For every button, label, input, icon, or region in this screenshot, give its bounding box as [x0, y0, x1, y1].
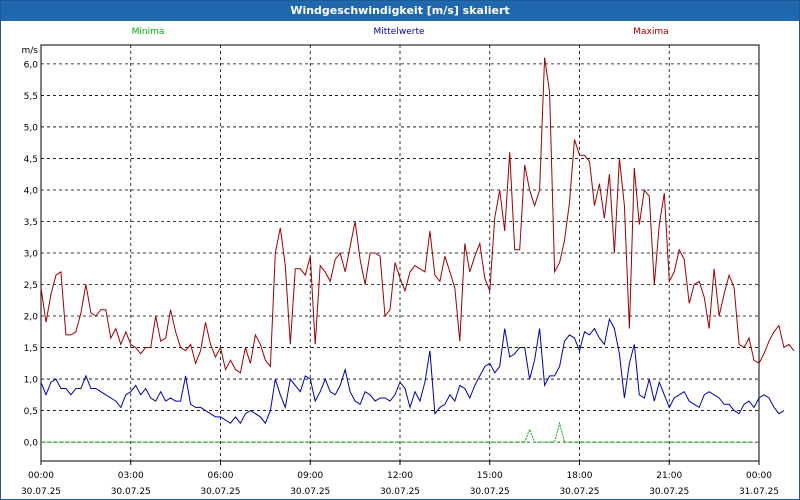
y-tick-label: 0,5 — [24, 407, 38, 417]
tick-labels: 0,0 0,5 1,0 1,5 2,0 2,5 3,0 3,5 4,0 4,5 5,0 5,5 6,0 m… — [21, 46, 779, 497]
x-tick-date: 30.07.25 — [649, 487, 689, 497]
x-tick-date: 30.07.25 — [380, 487, 420, 497]
y-tick-label: 5,0 — [24, 123, 39, 133]
x-tick-date: 30.07.25 — [21, 487, 61, 497]
x-tick-time: 03:00 — [118, 471, 144, 481]
x-tick-date: 30.07.25 — [470, 487, 510, 497]
x-tick-time: 12:00 — [387, 471, 413, 481]
series-line-minima — [41, 421, 754, 443]
legend-entry-maxima: Maxima — [633, 27, 668, 37]
y-tick-label: 2,0 — [24, 313, 39, 323]
grid-lines — [41, 45, 759, 461]
x-tick-date: 30.07.25 — [111, 487, 151, 497]
series-lines — [40, 57, 795, 443]
x-tick-time: 00:00 — [746, 471, 772, 481]
y-tick-label: 4,0 — [24, 186, 39, 196]
y-tick-label: 0,0 — [24, 439, 39, 449]
x-tick-time: 21:00 — [656, 471, 682, 481]
wind-speed-chart: 0,0 0,5 1,0 1,5 2,0 2,5 3,0 3,5 4,0 4,5 5,0 5,5 6,0 m… — [21, 27, 795, 497]
y-tick-label: 1,5 — [24, 344, 38, 354]
window-title: Windgeschwindigkeit [m/s] skaliert — [1, 1, 799, 21]
x-tick-time: 15:00 — [477, 471, 503, 481]
series-line-mittelwerte — [40, 317, 785, 425]
y-tick-label: 3,0 — [24, 250, 39, 260]
y-tick-label: 3,5 — [24, 218, 38, 228]
x-tick-date: 30.07.25 — [290, 487, 330, 497]
legend-entry-mittelwerte: Mittelwerte — [373, 27, 424, 37]
series-line-maxima — [40, 57, 795, 374]
legend: Minima Mittelwerte Maxima — [132, 27, 669, 37]
axes — [40, 44, 760, 465]
y-tick-label: 4,5 — [24, 155, 38, 165]
y-axis-label: m/s — [22, 46, 39, 56]
y-tick-label: 6,0 — [24, 60, 39, 70]
x-tick-date: 30.07.25 — [559, 487, 599, 497]
y-tick-label: 2,5 — [24, 281, 38, 291]
x-tick-time: 18:00 — [567, 471, 593, 481]
x-tick-date: 30.07.25 — [200, 487, 240, 497]
y-tick-label: 5,5 — [24, 92, 38, 102]
x-tick-time: 00:00 — [28, 471, 54, 481]
y-tick-label: 1,0 — [24, 376, 39, 386]
legend-entry-minima: Minima — [132, 27, 165, 37]
x-tick-time: 06:00 — [208, 471, 234, 481]
x-tick-date: 31.07.25 — [739, 487, 779, 497]
x-tick-time: 09:00 — [297, 471, 323, 481]
